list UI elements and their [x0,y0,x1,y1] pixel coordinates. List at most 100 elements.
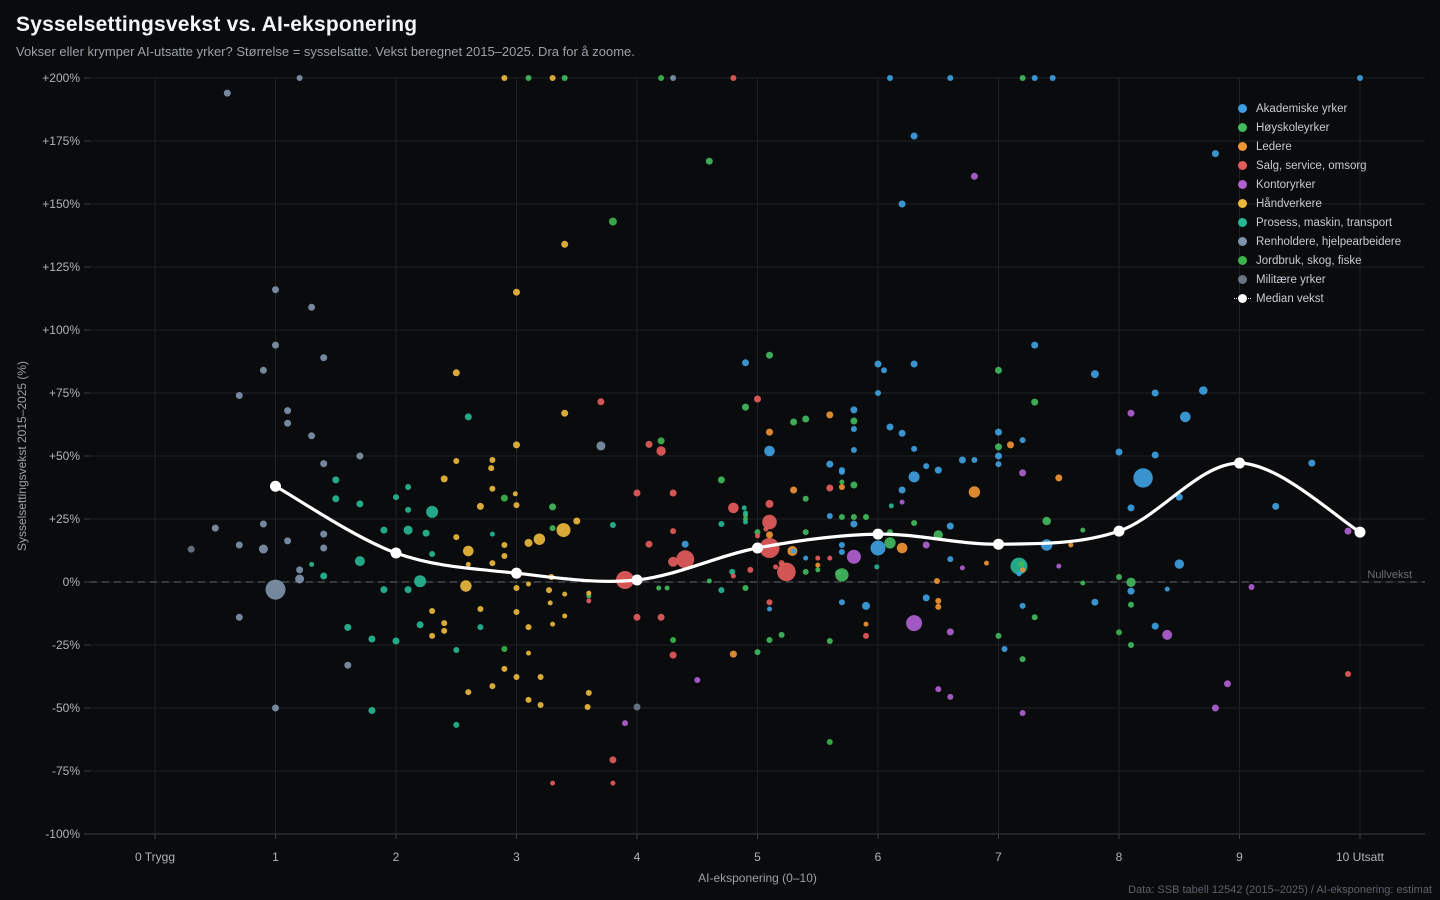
scatter-point[interactable] [586,598,592,604]
scatter-point[interactable] [1019,602,1026,609]
scatter-point[interactable] [1127,587,1135,595]
scatter-point[interactable] [429,551,436,557]
scatter-point[interactable] [826,638,833,644]
scatter-point[interactable] [405,506,412,513]
scatter-point[interactable] [392,637,400,645]
scatter-point[interactable] [863,514,869,520]
scatter-point[interactable] [743,510,748,516]
scatter-point[interactable] [970,172,978,180]
scatter-point[interactable] [561,75,568,81]
scatter-point[interactable] [839,479,845,485]
scatter-point[interactable] [947,75,954,81]
scatter-point[interactable] [1031,614,1038,621]
scatter-point[interactable] [935,686,942,693]
scatter-point[interactable] [934,466,942,474]
scatter-point[interactable] [320,572,328,580]
scatter-point[interactable] [995,632,1002,639]
median-point[interactable] [1354,526,1366,538]
scatter-point[interactable] [670,528,677,535]
scatter-point[interactable] [1128,642,1134,648]
scatter-point[interactable] [272,704,279,712]
scatter-point[interactable] [766,637,773,643]
scatter-point[interactable] [501,646,508,652]
scatter-point[interactable] [898,429,906,437]
scatter-point[interactable] [759,538,780,558]
scatter-point[interactable] [1180,411,1191,423]
scatter-point[interactable] [896,542,908,554]
scatter-point[interactable] [742,403,749,411]
scatter-point[interactable] [561,240,569,248]
scatter-point[interactable] [827,555,833,561]
scatter-point[interactable] [1115,448,1123,456]
scatter-point[interactable] [501,542,508,548]
scatter-point[interactable] [556,523,571,538]
scatter-point[interactable] [1357,75,1363,81]
scatter-point[interactable] [815,562,821,568]
scatter-point[interactable] [863,621,869,627]
scatter-point[interactable] [546,587,552,594]
scatter-point[interactable] [489,560,496,567]
scatter-point[interactable] [657,613,665,621]
scatter-point[interactable] [802,415,810,423]
scatter-point[interactable] [863,632,869,639]
scatter-point[interactable] [1041,539,1053,551]
scatter-point[interactable] [1127,409,1135,417]
scatter-point[interactable] [850,417,858,425]
scatter-point[interactable] [223,89,231,97]
scatter-point[interactable] [1199,386,1208,395]
scatter-point[interactable] [815,567,821,573]
scatter-point[interactable] [947,556,954,563]
scatter-point[interactable] [608,217,617,226]
scatter-point[interactable] [586,590,592,596]
scatter-point[interactable] [584,704,591,710]
scatter-point[interactable] [1224,680,1231,688]
scatter-point[interactable] [645,540,653,548]
legend-item-5[interactable]: Kontoryrker [1238,175,1401,194]
scatter-point[interactable] [633,703,641,711]
scatter-point[interactable] [718,587,725,594]
scatter-point[interactable] [968,486,981,498]
scatter-point[interactable] [549,75,556,81]
scatter-point[interactable] [453,534,460,541]
scatter-point[interactable] [488,465,495,472]
scatter-point[interactable] [1127,504,1135,512]
scatter-point[interactable] [368,635,376,643]
scatter-point[interactable] [1031,75,1038,81]
scatter-point[interactable] [984,560,989,566]
scatter-point[interactable] [658,75,665,81]
scatter-point[interactable] [525,696,532,703]
scatter-point[interactable] [235,613,243,621]
scatter-point[interactable] [573,517,581,525]
scatter-point[interactable] [898,486,906,494]
scatter-point[interactable] [596,441,606,451]
scatter-point[interactable] [923,463,930,470]
scatter-point[interactable] [533,533,546,545]
scatter-point[interactable] [1116,574,1122,580]
scatter-point[interactable] [694,677,701,683]
scatter-point[interactable] [296,566,304,574]
scatter-point[interactable] [791,548,797,554]
scatter-point[interactable] [549,503,557,511]
scatter-point[interactable] [850,514,857,520]
scatter-point[interactable] [477,624,484,631]
scatter-point[interactable] [743,519,748,525]
legend-item-6[interactable]: Håndverkere [1238,194,1401,213]
scatter-point[interactable] [453,458,460,464]
scatter-point[interactable] [309,561,315,567]
scatter-point[interactable] [265,579,286,600]
scatter-point[interactable] [838,467,845,474]
scatter-point[interactable] [550,780,556,786]
scatter-point[interactable] [802,529,809,536]
scatter-point[interactable] [1019,437,1026,444]
scatter-point[interactable] [453,721,460,728]
scatter-point[interactable] [414,575,427,588]
scatter-point[interactable] [730,75,737,81]
scatter-point[interactable] [465,561,471,567]
scatter-point[interactable] [657,437,665,445]
legend-item-7[interactable]: Prosess, maskin, transport [1238,213,1401,232]
scatter-point[interactable] [922,594,930,602]
scatter-point[interactable] [320,460,328,468]
scatter-point[interactable] [767,606,772,612]
scatter-point[interactable] [1068,542,1074,548]
scatter-point[interactable] [747,566,754,573]
